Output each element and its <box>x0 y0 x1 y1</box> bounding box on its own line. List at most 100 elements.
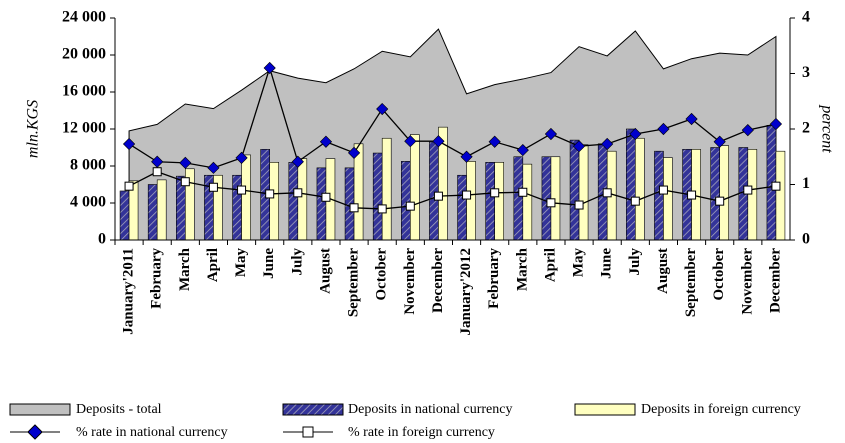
bar <box>578 144 589 241</box>
legend-swatch <box>282 403 344 416</box>
bar <box>429 141 439 241</box>
marker <box>741 124 754 137</box>
marker <box>122 137 136 151</box>
x-tick-label: February <box>486 248 502 309</box>
x-tick-label: April <box>542 248 558 282</box>
marker <box>685 112 698 126</box>
x-tick-label: October <box>374 248 390 301</box>
bar <box>569 139 580 241</box>
x-tick-label: July <box>289 248 305 276</box>
x-tick-label: January'2012 <box>458 248 474 336</box>
y2-tick-label: 1 <box>802 175 810 192</box>
y-tick-label: 0 <box>98 231 106 248</box>
bar <box>372 152 383 241</box>
bar <box>156 179 167 241</box>
bar <box>775 150 786 241</box>
line <box>128 65 777 169</box>
marker <box>152 167 162 177</box>
y-tick-label: 16 000 <box>62 83 106 100</box>
y2-tick-label: 3 <box>802 64 810 81</box>
bar <box>719 145 729 241</box>
marker <box>657 122 670 136</box>
legend-swatch <box>9 403 71 416</box>
x-tick-label: March <box>177 247 193 291</box>
x-tick-label: December <box>430 248 446 313</box>
marker <box>124 181 134 191</box>
bar <box>288 162 299 241</box>
bar <box>663 157 673 241</box>
bar <box>316 167 327 241</box>
x-tick-label: December <box>767 248 783 313</box>
marker <box>629 127 642 141</box>
legend-label: % rate in national currency <box>76 425 228 440</box>
marker <box>237 185 247 195</box>
bar <box>147 184 158 241</box>
marker <box>518 187 528 197</box>
bar <box>466 161 476 241</box>
x-tick-label: January'2011 <box>121 248 137 335</box>
x-tick-label: June <box>261 248 277 279</box>
bar <box>635 137 645 241</box>
marker <box>743 185 753 195</box>
bar <box>381 137 392 241</box>
x-tick-label: June <box>599 248 615 279</box>
marker <box>235 151 248 164</box>
marker <box>546 198 556 208</box>
area <box>128 28 777 241</box>
y-tick-label: 12 000 <box>62 120 106 137</box>
marker <box>572 140 586 153</box>
legend-label: Deposits in national currency <box>348 402 512 417</box>
bar <box>269 162 279 241</box>
x-tick-label: May <box>233 248 249 278</box>
marker <box>771 181 781 191</box>
bar <box>494 162 504 241</box>
marker <box>490 188 500 198</box>
x-tick-label: October <box>711 248 727 301</box>
marker <box>769 117 783 131</box>
marker <box>208 182 218 192</box>
y-tick-label: 4 000 <box>70 194 106 211</box>
legend-marker <box>27 424 43 440</box>
line <box>128 171 777 210</box>
y2-tick-label: 2 <box>802 120 810 137</box>
marker <box>265 189 275 199</box>
marker <box>602 188 612 198</box>
x-tick-label: November <box>739 248 755 315</box>
marker <box>179 156 192 169</box>
marker <box>207 161 220 174</box>
bar <box>353 143 364 241</box>
x-tick-label: March <box>514 247 530 291</box>
bar <box>747 149 758 241</box>
bar <box>513 156 524 241</box>
legend-swatch <box>574 403 636 416</box>
bar <box>297 158 308 241</box>
marker <box>404 135 417 148</box>
x-tick-label: May <box>571 248 587 278</box>
marker <box>321 192 331 202</box>
bar <box>522 163 533 241</box>
y2-tick-label: 0 <box>802 231 810 248</box>
bar <box>232 174 242 241</box>
marker <box>180 177 190 187</box>
marker <box>574 200 584 210</box>
y-axis-label: mln.KGS <box>25 100 42 158</box>
marker <box>713 135 726 148</box>
legend: Deposits - total Deposits in national cu… <box>9 402 801 440</box>
marker <box>319 135 333 148</box>
marker <box>433 191 443 201</box>
marker <box>263 61 276 75</box>
marker <box>488 135 501 148</box>
marker <box>462 190 472 200</box>
x-tick-label: February <box>149 248 165 309</box>
y2-tick-label: 4 <box>802 9 810 26</box>
x-tick-label: August <box>655 248 671 294</box>
marker <box>405 201 415 211</box>
marker <box>293 188 303 198</box>
legend-label: % rate in foreign currency <box>348 425 495 440</box>
marker <box>349 203 359 213</box>
bar <box>457 174 467 241</box>
x-tick-label: November <box>402 248 418 315</box>
marker <box>715 196 725 206</box>
marker <box>544 127 558 141</box>
